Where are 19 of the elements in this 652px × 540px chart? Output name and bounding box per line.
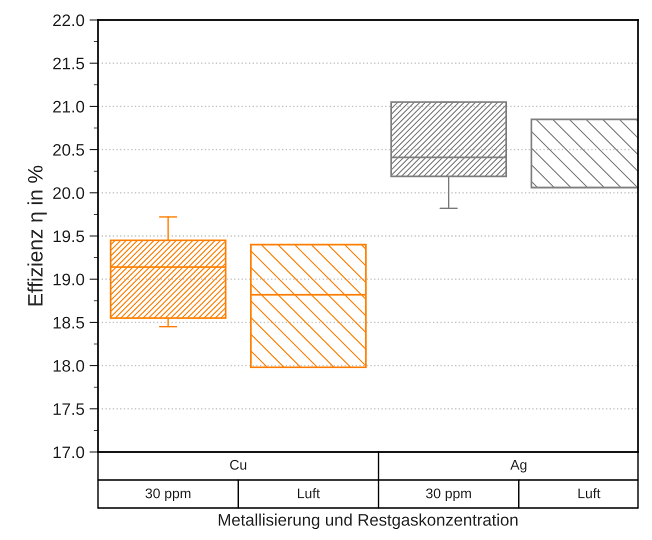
x-tick-label: 30 ppm <box>426 488 471 502</box>
y-tick-label: 20.0 <box>53 187 84 200</box>
text: Ag <box>510 460 526 472</box>
x-tick-label: 30 ppm <box>146 488 190 502</box>
y-tick-label: 17.5 <box>54 403 84 416</box>
x-tick-label: Luft <box>578 488 600 498</box>
y-tick-label: 20.5 <box>53 144 84 156</box>
y-tick-label: 21.0 <box>53 100 84 113</box>
y-tick-label: 22.0 <box>53 14 84 26</box>
text: Cu <box>230 460 246 470</box>
y-tick-label: 18.5 <box>54 316 84 329</box>
y-tick-label: 19.0 <box>54 274 84 286</box>
y-tick-label: 18.0 <box>54 360 84 372</box>
y-axis-title: Effizienz η in % <box>27 166 47 306</box>
x-axis-title: Metallisierung und Restgaskonzentration <box>218 514 518 530</box>
y-tick-label: 17.0 <box>54 446 84 458</box>
x-tick-label: Luft <box>298 488 320 498</box>
y-tick-label: 21.5 <box>53 58 84 70</box>
y-tick-label: 19.5 <box>54 230 84 242</box>
